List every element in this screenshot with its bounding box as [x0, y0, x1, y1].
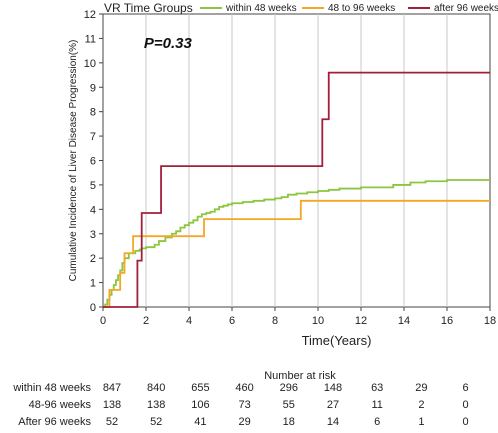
x-tick-label: 18 — [484, 315, 496, 327]
risk-cell: 460 — [235, 382, 254, 394]
p-value-annotation: P=0.33 — [144, 35, 193, 52]
risk-cell: 1 — [418, 416, 425, 428]
legend-label-1: within 48 weeks — [225, 3, 297, 14]
risk-cell: 18 — [282, 416, 295, 428]
legend-title: VR Time Groups — [104, 1, 193, 15]
risk-cell: 6 — [374, 416, 381, 428]
series-line-2 — [103, 199, 490, 308]
risk-cell: 73 — [238, 399, 251, 411]
x-tick-label: 0 — [100, 315, 106, 327]
y-tick-label: 7 — [90, 131, 96, 143]
x-tick-label: 12 — [355, 315, 367, 327]
risk-cell: 148 — [323, 382, 343, 394]
legend-label-3: after 96 weeks — [434, 3, 498, 14]
series-line-1 — [103, 179, 490, 308]
risk-cell: 138 — [102, 399, 122, 411]
risk-cell: 847 — [102, 382, 122, 394]
y-tick-label: 5 — [90, 180, 96, 192]
risk-cell: 0 — [462, 399, 469, 411]
series-layer — [103, 71, 490, 308]
risk-cell: 11 — [371, 399, 383, 411]
risk-cell: 29 — [415, 382, 428, 394]
risk-cell: 6 — [462, 382, 469, 394]
y-tick-label: 8 — [90, 107, 96, 119]
y-tick-label: 6 — [90, 156, 96, 168]
y-tick-label: 9 — [90, 82, 96, 94]
y-axis-title: Cumulative Incidence of Liver Disease Pr… — [68, 40, 79, 282]
risk-cell: 52 — [105, 416, 119, 428]
x-tick-label: 2 — [143, 315, 149, 327]
y-tick-label: 3 — [90, 229, 96, 241]
y-tick-label: 10 — [84, 58, 96, 70]
y-tick-label: 11 — [85, 33, 96, 45]
risk-row-label: After 96 weeks — [18, 416, 91, 428]
x-tick-label: 16 — [441, 315, 453, 327]
risk-row-label: 48-96 weeks — [28, 399, 91, 411]
risk-cell: 296 — [279, 382, 298, 394]
risk-cell: 655 — [191, 382, 210, 394]
risk-cell: 27 — [326, 399, 340, 411]
legend-label-2: 48 to 96 weeks — [328, 3, 395, 14]
risk-cell: 840 — [147, 382, 166, 394]
x-tick-label: 10 — [312, 315, 324, 327]
risk-cell: 0 — [462, 416, 469, 428]
grid-lines — [145, 14, 448, 307]
x-axis: 0 2 4 6 8 10 12 14 16 18 — [100, 307, 496, 327]
risk-cell: 2 — [418, 399, 425, 411]
x-tick-label: 8 — [272, 315, 278, 327]
risk-cell: 55 — [282, 399, 295, 411]
risk-cell: 14 — [326, 416, 340, 428]
y-tick-label: 0 — [90, 302, 96, 314]
plot-frame — [102, 13, 491, 308]
x-tick-label: 6 — [229, 315, 235, 327]
risk-cell: 52 — [150, 416, 163, 428]
legend: VR Time Groups within 48 weeks 48 to 96 w… — [104, 1, 498, 15]
x-tick-label: 4 — [186, 315, 192, 327]
risk-row-label: within 48 weeks — [13, 382, 91, 394]
y-tick-label: 2 — [90, 253, 96, 265]
risk-cell: 63 — [371, 382, 384, 394]
risk-table-title: Number at risk — [264, 370, 336, 382]
x-axis-title: Time(Years) — [302, 333, 372, 348]
risk-cell: 138 — [147, 399, 166, 411]
risk-cell: 106 — [191, 399, 210, 411]
y-tick-label: 4 — [90, 204, 96, 216]
x-tick-label: 14 — [398, 315, 410, 327]
risk-cell: 29 — [238, 416, 251, 428]
series-line-3 — [103, 71, 490, 308]
risk-cell: 41 — [194, 416, 207, 428]
y-tick-label: 12 — [84, 9, 96, 21]
y-tick-label: 1 — [90, 278, 96, 290]
